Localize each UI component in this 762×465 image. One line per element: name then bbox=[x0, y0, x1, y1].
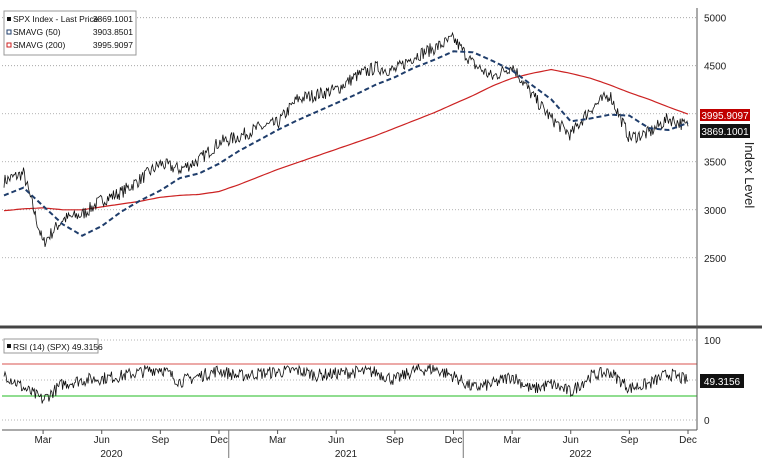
x-month-label: Dec bbox=[679, 435, 697, 446]
x-month-label: Mar bbox=[34, 435, 52, 446]
price-y-tick-label: 4500 bbox=[704, 62, 727, 73]
y-axis-title: Index Level bbox=[742, 142, 757, 209]
rsi-grid bbox=[2, 339, 697, 421]
x-month-label: Mar bbox=[269, 435, 287, 446]
price-line-group bbox=[3, 31, 689, 247]
ma200-line bbox=[3, 68, 689, 212]
x-ticks: Mar Jun Sep Dec Mar Jun Sep Dec Mar Jun Sep Dec 2020… bbox=[34, 430, 697, 460]
price-y-tick-label: 3500 bbox=[704, 158, 727, 169]
legend-value-ma50: 3903.8501 bbox=[93, 27, 133, 37]
x-month-label: Sep bbox=[386, 435, 404, 446]
x-month-label: Dec bbox=[210, 435, 228, 446]
rsi-legend-box bbox=[3, 338, 99, 354]
price-y-tick-label: 2500 bbox=[704, 254, 727, 265]
ma200-line-group bbox=[3, 68, 689, 212]
legend-value-ma200: 3995.9097 bbox=[93, 40, 133, 50]
price-grid bbox=[2, 17, 697, 259]
rsi-last-tag-text: 49.3156 bbox=[704, 377, 741, 388]
legend-swatch-price bbox=[7, 17, 11, 21]
ma200-last-tag: 3995.9097 bbox=[700, 109, 750, 122]
price-last-tag-text: 3869.1001 bbox=[701, 127, 749, 138]
price-last-tag: 3869.1001 bbox=[700, 124, 750, 138]
rsi-legend-swatch bbox=[7, 344, 11, 348]
legend-value-price: 3869.1001 bbox=[93, 14, 133, 24]
rsi-y-tick-label: 0 bbox=[704, 416, 710, 427]
legend-box bbox=[3, 10, 137, 56]
ma200-last-tag-box bbox=[700, 109, 750, 121]
legend-swatch-ma200 bbox=[6, 42, 12, 48]
x-month-label: Sep bbox=[151, 435, 169, 446]
x-month-label: Mar bbox=[503, 435, 521, 446]
price-y-ticks: 250030003500400045005000 bbox=[704, 14, 727, 265]
x-year-label: 2022 bbox=[569, 449, 592, 460]
x-year-label: 2020 bbox=[100, 449, 123, 460]
ma200-last-tag-text: 3995.9097 bbox=[701, 111, 749, 122]
price-line bbox=[3, 31, 689, 247]
ma50-line bbox=[3, 50, 689, 237]
legend-label-ma50: SMAVG (50) bbox=[13, 27, 61, 37]
x-year-label: 2021 bbox=[335, 449, 358, 460]
rsi-last-tag: 49.3156 bbox=[700, 374, 744, 388]
rsi-line bbox=[3, 363, 689, 404]
ma50-line-group bbox=[3, 50, 689, 237]
rsi-line-group bbox=[3, 363, 689, 404]
x-month-label: Jun bbox=[563, 435, 579, 446]
rsi-legend-label: RSI (14) (SPX) 49.3156 bbox=[13, 342, 103, 352]
rsi-reference-lines bbox=[2, 363, 697, 397]
x-month-label: Sep bbox=[620, 435, 638, 446]
rsi-legend: RSI (14) (SPX) 49.3156 bbox=[3, 338, 103, 354]
price-y-tick-label: 3000 bbox=[704, 206, 727, 217]
rsi-last-tag-box bbox=[700, 374, 744, 388]
legend-label-price: SPX Index - Last Price bbox=[13, 14, 99, 24]
legend-label-ma200: SMAVG (200) bbox=[13, 40, 65, 50]
x-month-label: Jun bbox=[328, 435, 344, 446]
rsi-y-tick-label: 100 bbox=[704, 336, 721, 347]
price-legend: SPX Index - Last Price 3869.1001 SMAVG (… bbox=[3, 10, 137, 56]
x-month-label: Jun bbox=[94, 435, 110, 446]
legend-swatch-ma50 bbox=[6, 29, 12, 35]
x-month-label: Dec bbox=[445, 435, 463, 446]
price-last-tag-box bbox=[700, 124, 750, 138]
price-y-tick-label: 5000 bbox=[704, 14, 727, 25]
